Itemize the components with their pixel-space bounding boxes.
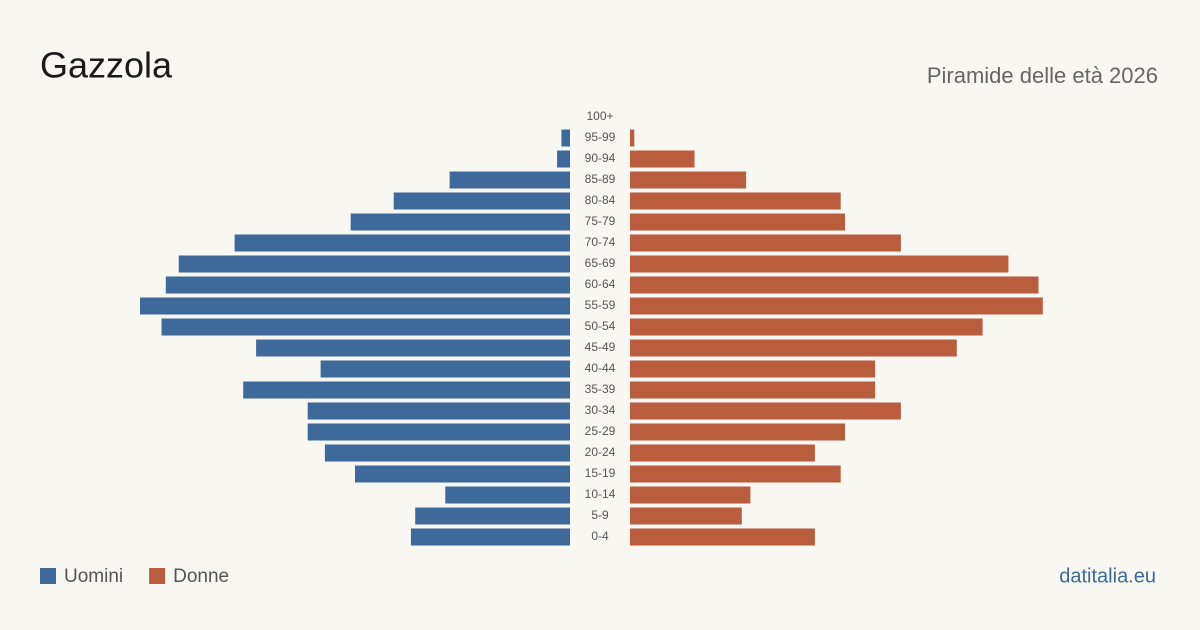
- bar: [557, 150, 570, 168]
- bar: [630, 360, 876, 378]
- age-label: 50-54: [585, 319, 616, 333]
- bar: [307, 402, 570, 420]
- legend-swatch: [40, 568, 56, 584]
- bar: [234, 234, 570, 252]
- bar: [630, 213, 845, 231]
- bar: [630, 465, 841, 483]
- age-label: 85-89: [585, 172, 616, 186]
- bar: [630, 192, 841, 210]
- age-label: 100+: [586, 109, 613, 123]
- chart-title: Gazzola: [40, 45, 173, 86]
- age-label: 60-64: [585, 277, 616, 291]
- age-label: 10-14: [585, 487, 616, 501]
- bar: [178, 255, 570, 273]
- age-label: 15-19: [585, 466, 616, 480]
- source: datitalia.eu: [1059, 565, 1156, 587]
- bar: [355, 465, 570, 483]
- age-label: 65-69: [585, 256, 616, 270]
- legend-swatch: [149, 568, 166, 584]
- bar: [630, 255, 1009, 273]
- bar: [165, 276, 571, 294]
- bar: [630, 486, 751, 504]
- bar: [161, 318, 570, 336]
- bar: [630, 234, 901, 252]
- bar: [324, 444, 570, 462]
- bar: [449, 171, 570, 189]
- age-label: 25-29: [585, 424, 616, 438]
- bar: [630, 276, 1039, 294]
- bar: [630, 381, 876, 399]
- bar: [630, 444, 815, 462]
- bar: [140, 297, 570, 315]
- legend-label: Donne: [173, 566, 229, 587]
- bar: [415, 507, 570, 525]
- bar: [630, 297, 1043, 315]
- bar: [630, 150, 695, 168]
- bar: [350, 213, 570, 231]
- bar: [630, 528, 815, 546]
- bar: [630, 402, 901, 420]
- bar: [630, 318, 983, 336]
- age-label: 70-74: [585, 235, 616, 249]
- bar: [630, 507, 742, 525]
- age-label: 55-59: [585, 298, 616, 312]
- age-label: 45-49: [585, 340, 616, 354]
- age-label: 5-9: [591, 508, 609, 522]
- legend-label: Uomini: [64, 566, 123, 587]
- bar: [445, 486, 570, 504]
- chart-subtitle: Piramide delle età 2026: [927, 63, 1158, 88]
- bar: [630, 171, 747, 189]
- bar: [630, 129, 635, 147]
- age-label: 20-24: [585, 445, 616, 459]
- bar: [561, 129, 570, 147]
- age-label: 90-94: [585, 151, 616, 165]
- age-label: 75-79: [585, 214, 616, 228]
- bar: [307, 423, 570, 441]
- bar: [393, 192, 570, 210]
- age-label: 30-34: [585, 403, 616, 417]
- age-label: 80-84: [585, 193, 616, 207]
- bar: [410, 528, 570, 546]
- bar: [630, 423, 845, 441]
- bar: [243, 381, 570, 399]
- age-label: 40-44: [585, 361, 616, 375]
- age-label: 95-99: [585, 130, 616, 144]
- bar: [256, 339, 570, 357]
- bar: [320, 360, 570, 378]
- bar: [630, 339, 957, 357]
- age-label: 35-39: [585, 382, 616, 396]
- age-label: 0-4: [591, 529, 609, 543]
